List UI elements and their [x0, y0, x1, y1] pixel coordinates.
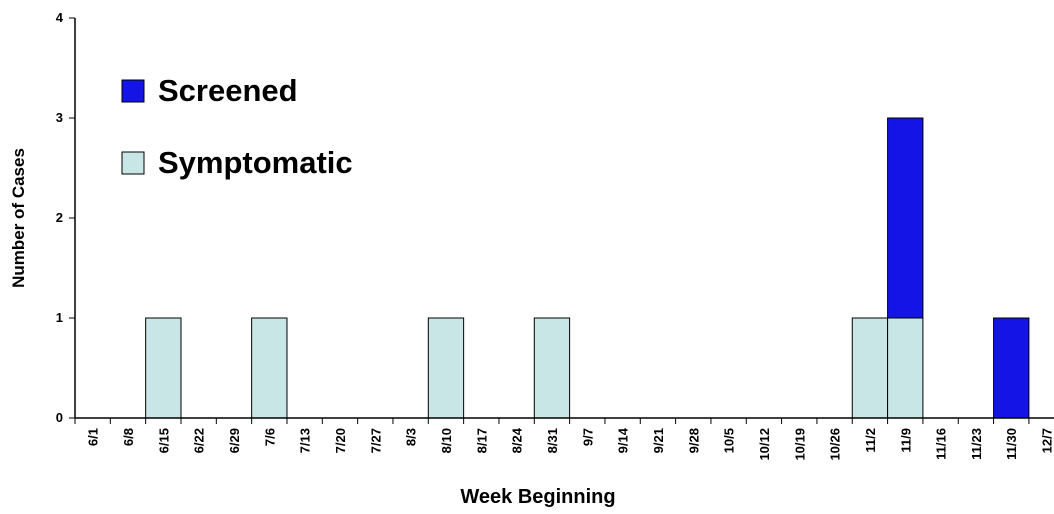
legend-swatch: [121, 151, 145, 175]
x-tick-label: 6/15: [156, 428, 171, 453]
legend-label: Symptomatic: [158, 145, 353, 180]
y-tick-label: 1: [56, 310, 63, 325]
bar: [851, 317, 889, 419]
x-axis-title: Week Beginning: [460, 486, 615, 508]
x-tick-label: 11/2: [863, 428, 878, 453]
y-axis-title: Number of Cases: [9, 148, 28, 288]
bar: [993, 317, 1030, 419]
y-tick-label: 4: [56, 10, 64, 25]
x-tick-label: 6/22: [192, 428, 207, 453]
x-tick-label: 10/26: [828, 428, 843, 461]
x-tick-label: 6/29: [227, 428, 242, 453]
x-tick-label: 9/14: [616, 427, 631, 453]
x-tick-label: 11/23: [969, 428, 984, 460]
y-tick-label: 0: [56, 410, 63, 425]
x-tick-label: 12/7: [1040, 428, 1054, 453]
bar: [427, 317, 465, 419]
x-tick-label: 7/13: [298, 428, 313, 453]
x-tick-label: 8/24: [510, 427, 525, 453]
x-tick-label: 8/10: [439, 428, 454, 453]
bar: [251, 317, 288, 419]
x-tick-label: 11/30: [1004, 428, 1019, 460]
bar: [887, 317, 924, 419]
x-tick-label: 10/19: [792, 428, 807, 461]
y-tick-label: 3: [56, 110, 63, 125]
x-tick-label: 8/31: [545, 428, 560, 453]
x-tick-label: 10/12: [757, 428, 772, 461]
x-tick-label: 9/7: [580, 428, 595, 446]
x-tick-label: 7/27: [368, 428, 383, 453]
x-tick-label: 9/21: [651, 428, 666, 453]
x-tick-label: 8/17: [474, 428, 489, 453]
bar: [887, 117, 924, 319]
x-tick-label: 10/5: [722, 428, 737, 453]
legend-label: Screened: [158, 73, 298, 108]
x-tick-label: 11/16: [934, 428, 949, 460]
legend-swatch: [121, 79, 145, 103]
x-tick-label: 6/8: [121, 428, 136, 446]
x-tick-label: 9/28: [686, 428, 701, 453]
x-tick-label: 11/9: [898, 428, 913, 453]
x-tick-label: 8/3: [404, 428, 419, 446]
x-tick-label: 7/6: [262, 428, 277, 446]
x-tick-label: 7/20: [333, 428, 348, 453]
x-tick-label: 6/1: [86, 428, 101, 446]
bar: [145, 317, 182, 419]
bar: [533, 317, 571, 419]
y-tick-label: 2: [56, 210, 63, 225]
